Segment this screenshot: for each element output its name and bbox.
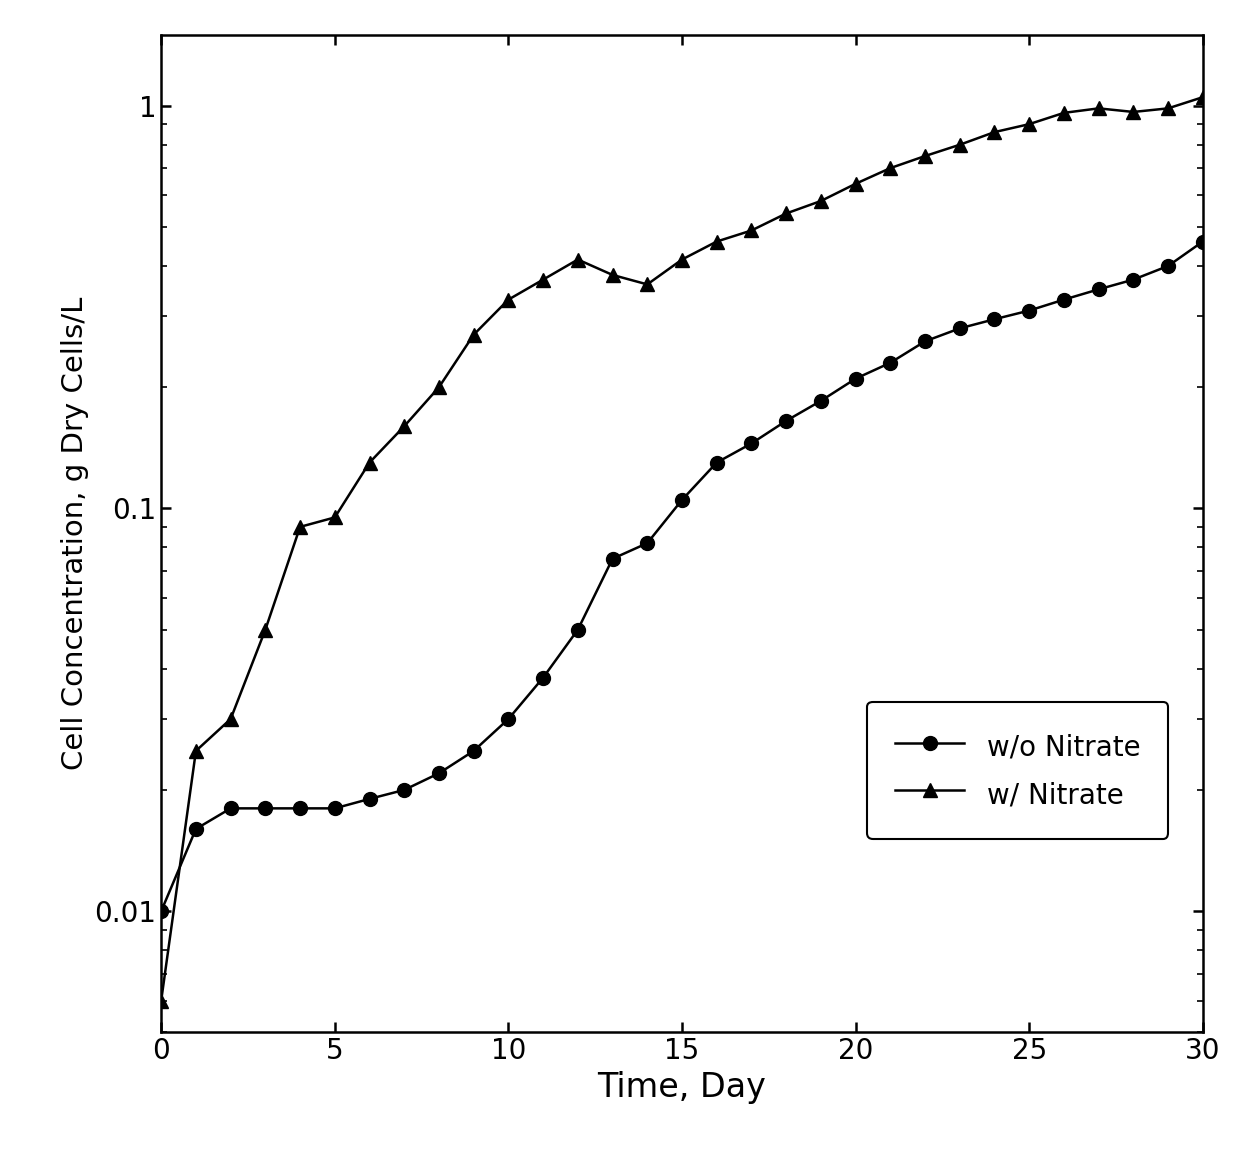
w/ Nitrate [813, 194, 828, 208]
w/ Nitrate [848, 176, 863, 190]
w/o Nitrate [466, 744, 481, 757]
w/ Nitrate [570, 253, 585, 267]
w/ Nitrate [918, 150, 932, 164]
w/o Nitrate [501, 712, 516, 726]
w/o Nitrate [1056, 292, 1071, 306]
w/o Nitrate [1161, 259, 1176, 273]
w/o Nitrate [362, 792, 377, 806]
w/ Nitrate [1056, 106, 1071, 119]
w/ Nitrate [466, 328, 481, 342]
w/o Nitrate [1195, 234, 1210, 248]
Legend: w/o Nitrate, w/ Nitrate: w/o Nitrate, w/ Nitrate [867, 702, 1168, 839]
w/o Nitrate [397, 783, 412, 797]
w/o Nitrate [744, 436, 759, 450]
w/ Nitrate [1195, 90, 1210, 104]
w/ Nitrate [223, 712, 238, 726]
Y-axis label: Cell Concentration, g Dry Cells/L: Cell Concentration, g Dry Cells/L [61, 297, 89, 770]
w/ Nitrate [779, 206, 794, 220]
w/ Nitrate [1091, 101, 1106, 115]
w/ Nitrate [293, 520, 308, 534]
w/o Nitrate [675, 493, 689, 507]
w/ Nitrate [1126, 106, 1141, 119]
w/o Nitrate [536, 670, 551, 684]
w/o Nitrate [432, 767, 446, 781]
w/o Nitrate [258, 802, 273, 815]
w/ Nitrate [1161, 101, 1176, 115]
X-axis label: Time, Day: Time, Day [598, 1071, 766, 1104]
w/o Nitrate [813, 394, 828, 408]
w/ Nitrate [675, 253, 689, 267]
w/o Nitrate [570, 623, 585, 637]
w/ Nitrate [397, 419, 412, 433]
w/ Nitrate [501, 292, 516, 306]
Line: w/ Nitrate: w/ Nitrate [154, 90, 1210, 1007]
w/o Nitrate [883, 356, 898, 370]
w/o Nitrate [154, 904, 169, 918]
w/o Nitrate [640, 536, 655, 550]
w/ Nitrate [987, 125, 1002, 139]
w/o Nitrate [605, 552, 620, 566]
w/ Nitrate [883, 161, 898, 175]
w/ Nitrate [640, 277, 655, 291]
w/ Nitrate [744, 224, 759, 238]
w/o Nitrate [987, 312, 1002, 326]
w/o Nitrate [327, 802, 342, 815]
w/o Nitrate [709, 456, 724, 470]
w/ Nitrate [258, 623, 273, 637]
w/ Nitrate [362, 456, 377, 470]
w/o Nitrate [779, 414, 794, 428]
w/o Nitrate [188, 822, 203, 836]
w/ Nitrate [605, 268, 620, 282]
w/ Nitrate [432, 380, 446, 394]
w/o Nitrate [1126, 273, 1141, 287]
w/o Nitrate [848, 371, 863, 385]
w/ Nitrate [536, 273, 551, 287]
w/o Nitrate [918, 334, 932, 348]
w/o Nitrate [1022, 304, 1037, 318]
w/o Nitrate [293, 802, 308, 815]
w/o Nitrate [223, 802, 238, 815]
Line: w/o Nitrate: w/o Nitrate [154, 234, 1210, 918]
w/ Nitrate [1022, 117, 1037, 131]
w/ Nitrate [709, 234, 724, 248]
w/ Nitrate [188, 744, 203, 757]
w/o Nitrate [952, 321, 967, 335]
w/o Nitrate [1091, 282, 1106, 296]
w/ Nitrate [327, 510, 342, 524]
w/ Nitrate [952, 138, 967, 152]
w/ Nitrate [154, 994, 169, 1008]
